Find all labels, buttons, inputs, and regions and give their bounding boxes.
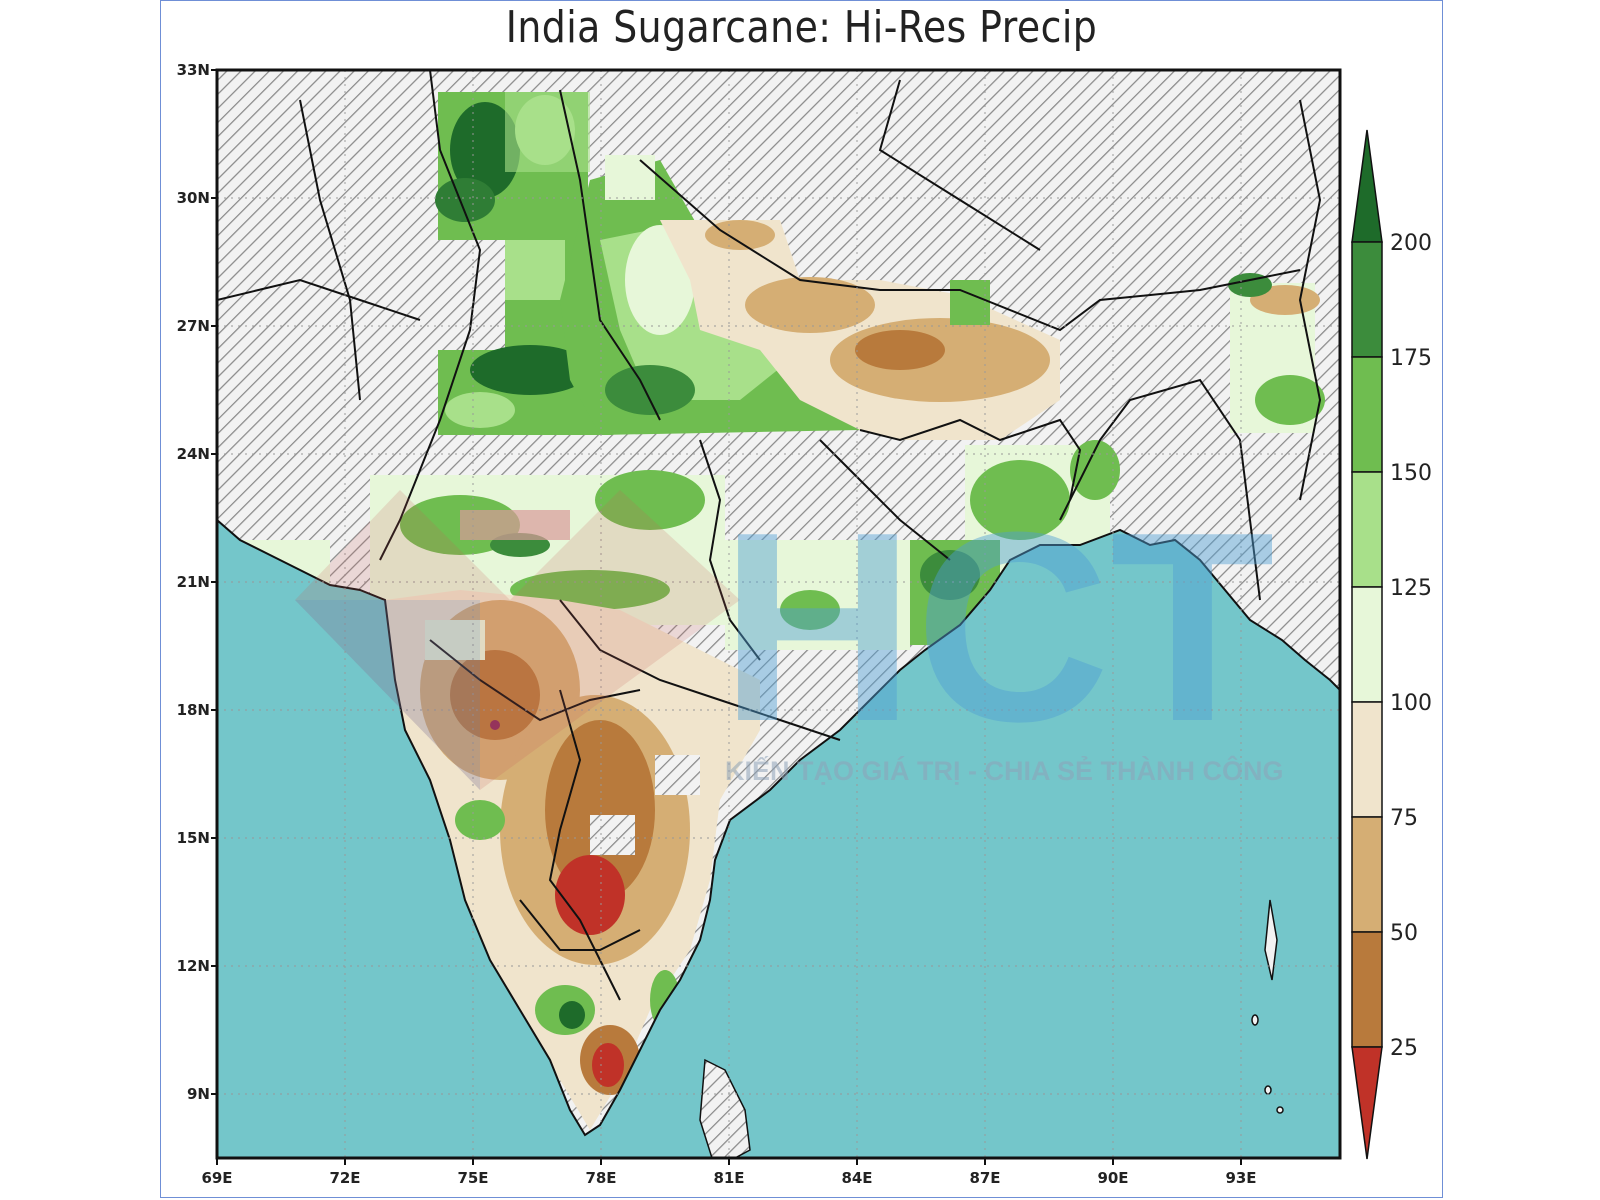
map-title: India Sugarcane: Hi-Res Precip <box>505 2 1098 53</box>
lon-label: 78E <box>585 1169 616 1187</box>
lon-label: 93E <box>1225 1169 1256 1187</box>
lat-label: 12N <box>177 957 210 975</box>
lon-label: 81E <box>713 1169 744 1187</box>
watermark: HCT KIẾN TẠO GIÁ TRỊ - CHIA SẺ THÀNH CÔN… <box>295 477 1284 790</box>
colorbar-label: 25 <box>1390 1036 1418 1061</box>
watermark-tagline: KIẾN TẠO GIÁ TRỊ - CHIA SẺ THÀNH CÔNG <box>725 754 1284 786</box>
colorbar: 200 175 150 125 100 75 50 25 <box>1351 129 1432 1160</box>
lat-label: 24N <box>177 445 210 463</box>
lon-label: 84E <box>841 1169 872 1187</box>
boundaries <box>217 70 1340 1137</box>
lon-label: 69E <box>201 1169 232 1187</box>
lon-label: 75E <box>457 1169 488 1187</box>
colorbar-segment <box>1351 816 1383 933</box>
colorbar-label: 100 <box>1390 691 1432 716</box>
colorbar-segment <box>1351 129 1383 243</box>
lat-label: 33N <box>177 61 210 79</box>
latitude-labels: 33N 30N 27N 24N 21N 18N 15N 12N 9N <box>177 61 217 1103</box>
colorbar-label: 175 <box>1390 346 1432 371</box>
colorbar-segment <box>1351 241 1383 358</box>
colorbar-label: 50 <box>1390 921 1418 946</box>
colorbar-label: 125 <box>1390 576 1432 601</box>
lon-label: 90E <box>1097 1169 1128 1187</box>
plot-border <box>215 68 1342 1160</box>
lat-label: 9N <box>187 1085 210 1103</box>
colorbar-segment <box>1351 471 1383 588</box>
lat-label: 30N <box>177 189 210 207</box>
lon-label: 87E <box>969 1169 1000 1187</box>
precip-field <box>240 92 1325 1130</box>
colorbar-segment <box>1351 701 1383 818</box>
colorbar-label: 200 <box>1390 231 1432 256</box>
lat-label: 21N <box>177 573 210 591</box>
colorbar-segment <box>1351 1046 1383 1160</box>
colorbar-segment <box>1351 356 1383 473</box>
lat-label: 15N <box>177 829 210 847</box>
lat-label: 18N <box>177 701 210 719</box>
longitude-labels: 69E 72E 75E 78E 81E 84E 87E 90E 93E <box>201 1158 1257 1187</box>
lat-label: 27N <box>177 317 210 335</box>
colorbar-segment <box>1351 931 1383 1048</box>
lon-label: 72E <box>329 1169 360 1187</box>
watermark-brand: HCT <box>720 477 1275 778</box>
colorbar-label: 150 <box>1390 461 1432 486</box>
colorbar-label: 75 <box>1390 806 1418 831</box>
colorbar-segment <box>1351 586 1383 703</box>
